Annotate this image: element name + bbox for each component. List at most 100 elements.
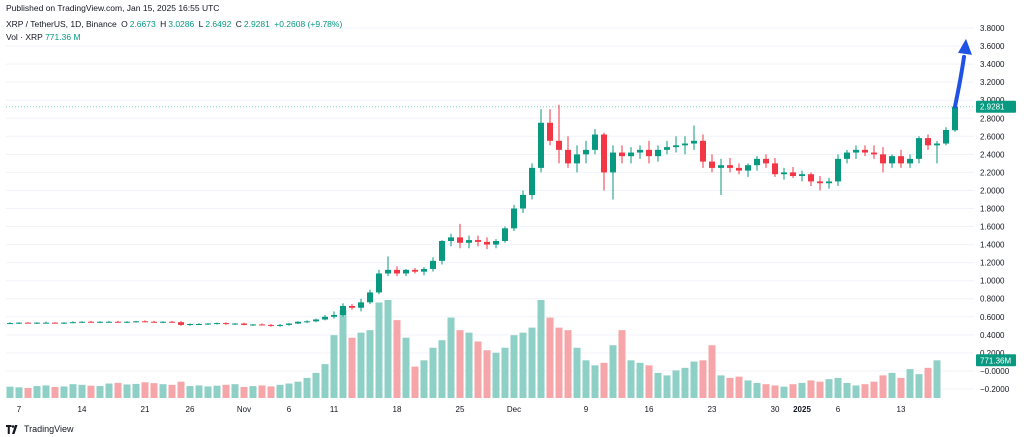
candle (925, 134, 931, 150)
volume-bar (186, 386, 194, 398)
candle-body (250, 324, 256, 326)
candle (295, 321, 301, 325)
candle-body (304, 321, 310, 323)
candle (493, 239, 499, 249)
volume-bar (159, 384, 167, 398)
volume-bar (681, 367, 689, 398)
candle-body (259, 324, 265, 326)
candle-body (700, 140, 706, 162)
x-tick-label: 21 (141, 405, 150, 414)
candle (718, 158, 724, 195)
candle-body (223, 323, 229, 325)
volume-bar (573, 347, 581, 398)
x-tick-label: 7 (17, 405, 22, 414)
candle-body (853, 149, 859, 153)
volume-bar (735, 376, 743, 398)
volume-bar (393, 320, 401, 398)
candle-body (268, 324, 274, 326)
x-tick-label: 23 (708, 405, 717, 414)
y-tick-label: 1.4000 (980, 241, 1005, 250)
change-value: +0.2608 (+9.78%) (274, 19, 343, 29)
price-axis[interactable]: 3.80003.60003.40003.20003.00002.80002.60… (976, 24, 1016, 394)
volume-bar (591, 365, 599, 398)
low-value: 2.6492 (205, 19, 232, 29)
volume-bar (249, 386, 257, 398)
candle (250, 324, 256, 326)
candle (475, 235, 481, 247)
volume-bar (501, 347, 509, 398)
candle-body (88, 321, 94, 323)
candle-body (502, 228, 508, 241)
last-volume-label: 771.36M (980, 356, 1011, 365)
x-tick-label: 11 (330, 405, 339, 414)
y-tick-label: 0.4000 (980, 331, 1005, 340)
time-axis[interactable]: 7 14 21 26 Nov 6 11 18 25 Dec 9 16 23 30 2025 6 13 (17, 405, 906, 414)
candle (430, 257, 436, 272)
volume-bar (852, 385, 860, 398)
candle-body (367, 292, 373, 303)
candle (538, 109, 544, 173)
candle-body (826, 181, 832, 184)
brand-footer: TradingView (6, 424, 74, 434)
symbol-name: XRP / TetherUS, 1D, Binance (6, 19, 117, 29)
candle (106, 320, 112, 323)
candle (169, 320, 175, 323)
candle (817, 176, 823, 191)
low-label: L (198, 19, 204, 29)
candle-body (151, 321, 157, 323)
volume-bar (546, 317, 554, 398)
candle (646, 140, 652, 164)
candle (142, 320, 148, 323)
candle-body (628, 152, 634, 157)
candle-body (817, 181, 823, 184)
candle-body (331, 314, 337, 317)
candle-body (772, 163, 778, 175)
candle (340, 303, 346, 317)
candle (916, 136, 922, 164)
volume-bar (141, 382, 149, 398)
volume-bar (267, 386, 275, 398)
volume-bar (123, 384, 131, 398)
candle-body (61, 322, 67, 324)
candle-body (313, 319, 319, 322)
volume-bar (357, 332, 365, 398)
volume-bar (33, 386, 41, 398)
candle-body (682, 143, 688, 146)
candle (241, 322, 247, 326)
candle (637, 145, 643, 159)
candle-body (34, 322, 40, 324)
volume-bar (213, 385, 221, 398)
last-price-label: 2.9281 (980, 103, 1005, 112)
candle (763, 154, 769, 168)
candle-body (439, 240, 445, 261)
candle-body (412, 269, 418, 272)
volume-bar (879, 375, 887, 398)
candle (385, 256, 391, 277)
candle-body (295, 321, 301, 324)
candle (556, 104, 562, 164)
candle-body (385, 269, 391, 274)
volume-bar (204, 386, 212, 398)
volume-bar (24, 387, 32, 398)
close-value: 2.9281 (243, 19, 270, 29)
candle (889, 154, 895, 168)
candle (403, 268, 409, 277)
candle-body (781, 172, 787, 175)
published-caption: Published on TradingView.com, Jan 15, 20… (6, 3, 220, 13)
volume-bar (150, 383, 158, 398)
candle (673, 136, 679, 153)
y-tick-label: −0.2000 (980, 385, 1010, 394)
candle (133, 320, 139, 323)
candle (808, 172, 814, 186)
volume-bar (321, 364, 329, 398)
volume-bar (366, 330, 374, 398)
candle-body (610, 152, 616, 173)
candle-body (70, 322, 76, 324)
y-tick-label: 1.0000 (980, 277, 1005, 286)
last-volume-badge: 771.36M (976, 354, 1016, 367)
candle-body (907, 158, 913, 164)
volume-bar (294, 381, 302, 398)
candle-body (538, 122, 544, 168)
candle (205, 323, 211, 325)
